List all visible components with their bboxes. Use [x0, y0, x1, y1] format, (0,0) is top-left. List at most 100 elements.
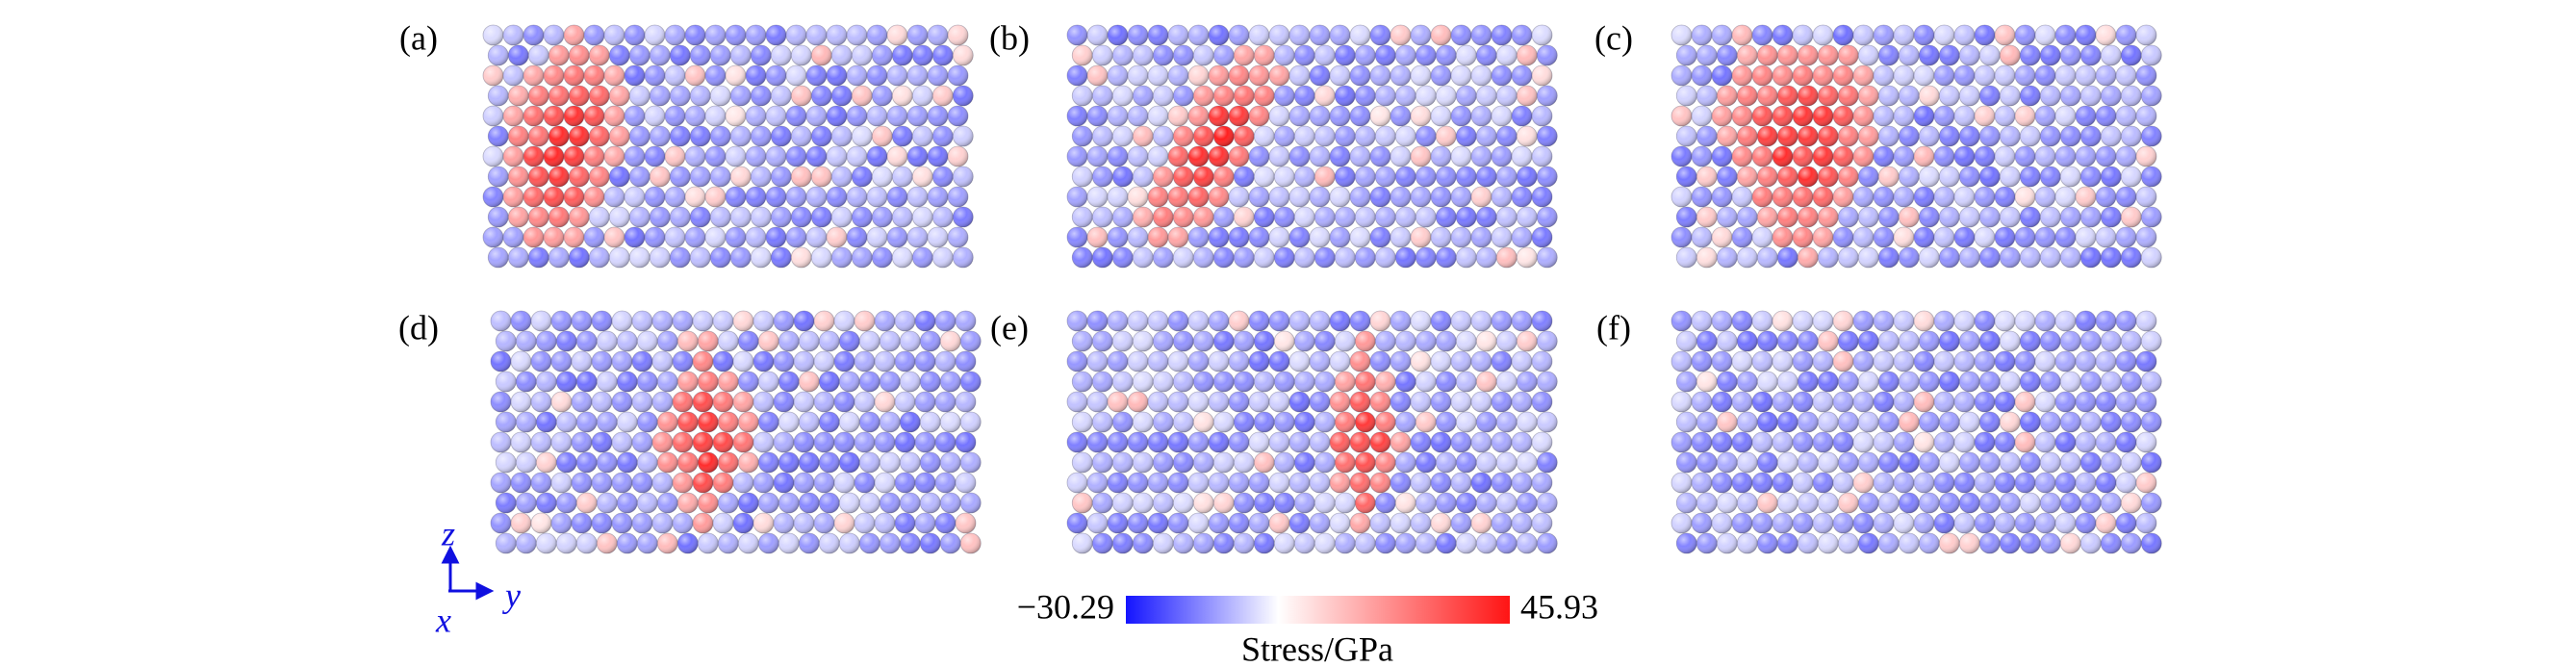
atom-shade — [1874, 146, 1894, 167]
atom-shade — [960, 372, 982, 392]
atom-shade — [544, 65, 564, 86]
atom-shade — [1671, 187, 1692, 207]
atom-shade — [1732, 187, 1752, 207]
atom-shade — [685, 227, 705, 247]
atom-shade — [753, 392, 774, 412]
atom-shade — [794, 351, 814, 372]
atom-shade — [2101, 207, 2122, 227]
atom-shade — [1108, 513, 1128, 533]
colorbar-title: Stress/GPa — [1241, 629, 1393, 667]
atom-shade — [1173, 167, 1194, 187]
atom-shade — [791, 247, 812, 268]
atom-shade — [1355, 126, 1376, 146]
atom-shade — [940, 372, 961, 392]
atom-shade — [1314, 126, 1336, 146]
atom-shade — [2116, 351, 2136, 372]
atom-shade — [1692, 432, 1712, 452]
atom-shade — [1173, 86, 1194, 106]
atom-shade — [2121, 452, 2142, 473]
atom-shade — [738, 372, 759, 392]
atom-shade — [1813, 311, 1833, 331]
atom-shade — [1128, 227, 1148, 247]
atom-shade — [1492, 473, 1512, 493]
atom-shade — [831, 247, 853, 268]
atom-shade — [1390, 351, 1411, 372]
atom-shade — [956, 513, 976, 533]
axis-label-x: x — [435, 601, 451, 639]
atom-shade — [1335, 452, 1356, 473]
atom-shade — [632, 311, 652, 331]
atom-shade — [2040, 247, 2061, 268]
atom-shade — [758, 331, 779, 351]
atom-shade — [1914, 513, 1934, 533]
atom-shade — [726, 65, 746, 86]
atom-shade — [1310, 392, 1330, 412]
atom-shade — [1858, 247, 1879, 268]
atom-shade — [1934, 311, 1954, 331]
atom-shade — [786, 65, 806, 86]
atom-shade — [746, 25, 766, 45]
atom-shade — [1979, 45, 2001, 65]
atom-shade — [673, 473, 693, 493]
atom-shade — [2015, 392, 2035, 412]
atom-shade — [1067, 351, 1087, 372]
atom-shade — [1072, 167, 1093, 187]
atom-shade — [652, 392, 673, 412]
atom-shade — [1833, 513, 1853, 533]
atom-shade — [1436, 126, 1457, 146]
atom-shade — [2141, 45, 2162, 65]
atom-shade — [1108, 432, 1128, 452]
atom-shade — [698, 412, 719, 432]
atom-shade — [572, 432, 592, 452]
atom-shade — [1858, 412, 1879, 432]
atom-shade — [1092, 412, 1113, 432]
atom-shade — [1390, 25, 1411, 45]
atom-shade — [1752, 65, 1773, 86]
atom-shade — [738, 452, 759, 473]
atom-shade — [632, 432, 652, 452]
atom-shade — [1168, 106, 1188, 126]
atom-shade — [2000, 493, 2021, 513]
atom-shade — [1188, 25, 1209, 45]
atom-shade — [1894, 227, 1914, 247]
atom-shade — [693, 513, 713, 533]
atom-shade — [1355, 167, 1376, 187]
atom-shade — [1067, 187, 1087, 207]
atom-shade — [1128, 187, 1148, 207]
atom-shade — [960, 493, 982, 513]
atom-shade — [1692, 65, 1712, 86]
atom-shade — [1335, 167, 1356, 187]
atom-shade — [1274, 86, 1295, 106]
atom-shade — [932, 167, 954, 187]
atom-shade — [589, 86, 610, 106]
atom-shade — [673, 351, 693, 372]
atom-shade — [1732, 311, 1752, 331]
atom-shade — [1914, 65, 1934, 86]
atom-shade — [609, 86, 630, 106]
atom-shade — [1289, 187, 1310, 207]
atom-shade — [2141, 167, 2162, 187]
colorbar-min: −30.29 — [1017, 587, 1114, 626]
atom-shade — [690, 86, 711, 106]
atom-shade — [1813, 351, 1833, 372]
atom-shade — [2060, 493, 2081, 513]
atom-shade — [2080, 412, 2102, 432]
atom-shade — [1496, 452, 1518, 473]
atom-shade — [1894, 106, 1914, 126]
atom-shade — [1712, 351, 1732, 372]
atom-shade — [2000, 372, 2021, 392]
atom-shade — [665, 187, 685, 207]
atom-shade — [880, 412, 901, 432]
atom-shade — [2015, 513, 2035, 533]
atom-shade — [953, 126, 974, 146]
atom-shade — [1370, 311, 1390, 331]
atom-shade — [2116, 311, 2136, 331]
atom-shade — [2000, 412, 2021, 432]
atom-shade — [1773, 392, 1793, 412]
atom-shade — [1168, 146, 1188, 167]
atom-shade — [1939, 167, 1960, 187]
atom-shade — [1067, 311, 1087, 331]
atom-shade — [738, 331, 759, 351]
atom-shade — [1894, 311, 1914, 331]
atom-shade — [1370, 106, 1390, 126]
